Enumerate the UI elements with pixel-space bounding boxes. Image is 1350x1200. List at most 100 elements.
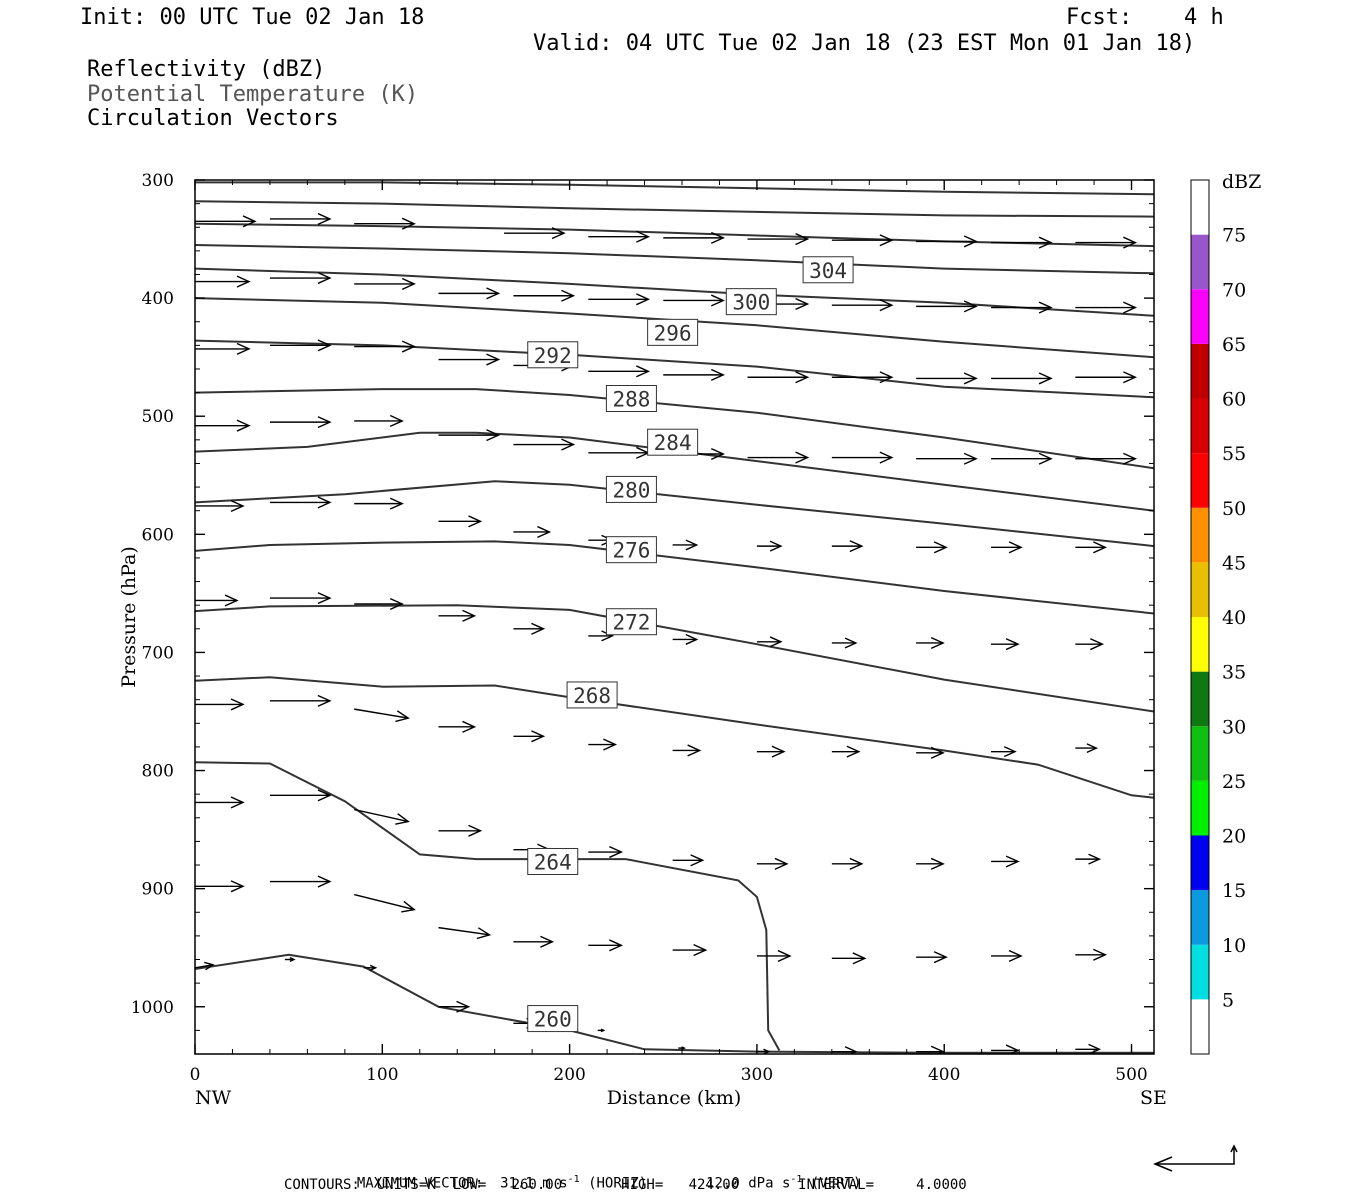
vector-head [1003,746,1017,758]
colorbar-segment [1191,617,1209,672]
circulation-vector [916,857,945,870]
colorbar-segment [1191,780,1209,836]
vector-head [849,857,864,870]
vector-head [687,744,702,757]
vector-head [710,231,725,244]
vector-head [389,597,404,611]
contour-label-284: 284 [647,428,699,456]
circulation-vector [269,789,332,802]
contour-label-276: 276 [605,536,657,564]
circulation-vector [756,540,783,552]
contour-label-text: 288 [612,388,650,412]
circulation-vector [756,636,783,648]
circulation-vector [1075,638,1105,651]
vector-head [1005,1044,1020,1054]
vector-head [230,499,245,513]
circulation-vector [1075,853,1102,865]
circulation-vector [1075,236,1138,249]
colorbar-tick-label: 55 [1222,443,1246,465]
vector-head [930,857,945,870]
plot-frame [194,179,1155,1055]
circulation-vector [831,857,864,870]
vector-head [795,233,810,246]
circulation-vector [438,609,477,622]
circulation-vector [269,339,332,352]
circulation-vector [588,446,651,459]
contour-label-box [647,428,699,456]
circulation-vector [678,1046,686,1050]
circulation-vector [747,371,810,384]
vector-head [468,824,483,837]
colorbar-tick-label: 20 [1222,826,1246,848]
vector-head [795,451,810,464]
vector-head [1090,638,1105,651]
theta-contour-260 [195,953,1154,1054]
circulation-vector [916,452,978,465]
vector-head [236,275,251,288]
vector-head [609,939,624,952]
vector-head [317,592,332,605]
vector-head [930,746,945,759]
circulation-vector [1075,948,1108,961]
vector-head [1086,743,1099,753]
colorbar-segment [1191,180,1209,235]
circulation-vector [269,592,332,605]
vector-head [609,845,624,859]
circulation-vector [195,594,239,607]
vector-head [401,900,416,913]
colorbar-tick-label: 25 [1222,771,1246,793]
circulation-vector [363,964,378,971]
vector-head [852,952,867,965]
vector-head [1038,301,1053,314]
vector-head [879,371,894,384]
colorbar-segment [1191,234,1209,290]
circulation-vector [269,271,332,285]
vector-head [710,294,725,307]
colorbar-tick-label: 5 [1222,989,1234,1011]
colorbar-segment [1191,890,1209,945]
circulation-vector [438,720,477,733]
x-axis-label: Distance (km) [607,1087,742,1109]
valid-time: Valid: 04 UTC Tue 02 Jan 18 (23 EST Mon … [533,31,1196,56]
circulation-vector [354,597,404,611]
contour-label-text: 292 [534,344,572,368]
x-tick-label: 0 [190,1065,201,1085]
circulation-vector [756,745,786,758]
x-end-label-left: NW [195,1087,232,1109]
contour-label-box [566,681,618,709]
vector-head [1038,452,1053,465]
circulation-vector [1075,371,1138,384]
circulation-vector [991,541,1023,554]
vector-head [401,277,416,290]
theta-contour-264 [195,761,781,1051]
vector-head [204,961,215,971]
vector-head [879,234,894,247]
vector-head [561,289,576,302]
circulation-vector [747,451,810,464]
contour-label-272: 272 [605,608,657,636]
field-reflectivity: Reflectivity (dBZ) [87,57,326,82]
colorbar-frame [1190,179,1210,1055]
circulation-vector [831,1046,858,1054]
y-tick-label: 700 [142,643,174,663]
forecast-label: Fcst: [1066,5,1133,30]
circulation-vector [831,540,864,553]
contour-label-box [605,475,657,503]
reference-vector-icon [1153,1144,1238,1172]
max-vector-text: MAXIMUM VECTOR: 31.1 m s [356,1175,568,1192]
colorbar-segment [1191,999,1209,1054]
field-potential-temperature: Potential Temperature (K) [87,82,419,107]
vector-head [601,630,615,642]
circulation-vector [991,301,1053,314]
circulation-vector [1075,452,1138,465]
vector-head [395,813,410,825]
circulation-vector [1075,541,1108,554]
vector-head [963,372,978,385]
contour-label-text: 260 [534,1008,572,1032]
vector-head [486,353,501,366]
contour-label-box [527,847,579,875]
vector-head [1088,853,1102,865]
circulation-vector [513,730,546,743]
y-tick-label: 300 [142,171,174,191]
contour-label-260: 260 [527,1005,579,1033]
